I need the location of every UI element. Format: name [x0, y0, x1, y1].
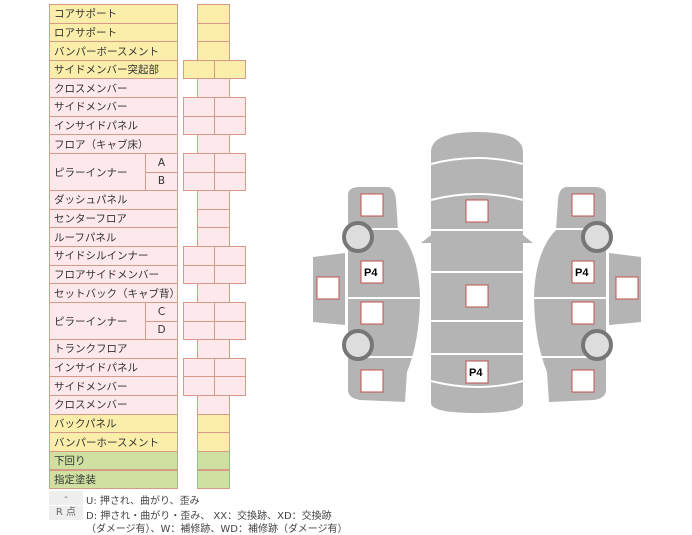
center-notch-right — [523, 235, 533, 243]
legend-text-d: D: 押され・曲がり・歪み、 XX：交換跡、XD：交換跡 — [86, 511, 332, 522]
left-body — [348, 187, 420, 402]
result-cell[interactable] — [214, 171, 246, 192]
row-label: フロアサイドメンバー — [49, 264, 178, 285]
wheel-icon — [581, 221, 613, 253]
box-right-rear-door — [571, 301, 595, 325]
wheel-icon — [342, 329, 374, 361]
row-label: サイドメンバー突起部 — [49, 59, 178, 80]
legend-text-d2: （ダメージ有）、W：補修跡、WD：補修跡（ダメージ有） — [86, 524, 348, 535]
row-label: センターフロア — [49, 208, 178, 229]
row-label: インサイドパネル — [49, 115, 178, 136]
row-label: バックパネル — [49, 413, 178, 434]
row-label: 指定塗装 — [49, 469, 178, 490]
box-left-front-fender — [360, 193, 384, 217]
row-label: ピラーインナー — [49, 301, 146, 341]
row-label: クロスメンバー — [49, 78, 178, 99]
row-label: サイドメンバー — [49, 97, 178, 117]
wheel-icon — [581, 329, 613, 361]
wheel-icon — [342, 221, 374, 253]
row-sub-label: A — [145, 152, 178, 173]
row-sub-label: C — [145, 301, 178, 322]
box-right-front-fender — [571, 193, 595, 217]
result-cell[interactable] — [214, 115, 246, 136]
mark-center-rear: P4 — [469, 367, 483, 379]
row-label: バンパーボースメント — [49, 41, 178, 61]
result-cell[interactable] — [214, 264, 246, 285]
box-center-hood — [465, 199, 489, 223]
legend-key-dash: - — [49, 491, 83, 505]
result-cell[interactable] — [214, 59, 246, 80]
mark-right-front-door: P4 — [575, 267, 589, 279]
result-cell[interactable] — [197, 469, 230, 490]
box-left-front-door — [360, 260, 384, 284]
box-left-rear-fender — [360, 369, 384, 393]
row-label: フロア（キャブ床） — [49, 134, 178, 154]
box-center-roof — [465, 284, 489, 308]
box-right-front-door — [571, 260, 595, 284]
box-right-rear-fender — [571, 369, 595, 393]
mark-left-front-door: P4 — [364, 267, 378, 279]
box-left-rear-door — [360, 301, 384, 325]
box-center-trunk — [465, 360, 489, 384]
right-body — [534, 187, 606, 402]
row-label: ピラーインナー — [49, 152, 146, 192]
result-cell[interactable] — [214, 320, 246, 341]
legend-key-r: R 点 — [49, 506, 83, 520]
box-left-mirror-door — [316, 276, 340, 300]
row-label: バンパーホースメント — [49, 432, 178, 452]
row-label: クロスメンバー — [49, 395, 178, 415]
box-right-mirror-door — [615, 276, 639, 300]
legend-text-u: U: 押され、曲がり、歪み — [86, 496, 200, 507]
wheels — [342, 221, 613, 361]
row-label: サイドシルインナー — [49, 246, 178, 266]
result-cell[interactable] — [214, 376, 246, 396]
center-notch-left — [421, 235, 431, 243]
